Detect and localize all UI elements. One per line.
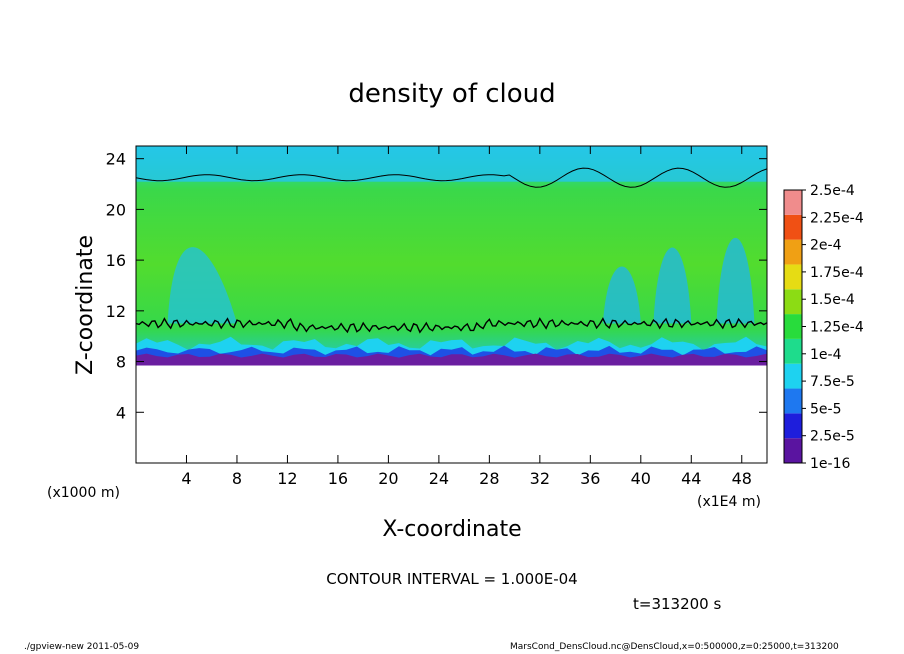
contour-interval-text: CONTOUR INTERVAL = 1.000E-04	[326, 570, 577, 588]
x-unit-left: (x1000 m)	[47, 485, 120, 501]
colorbar-swatch	[784, 239, 802, 265]
contour-upper	[136, 167, 767, 188]
y-tick-label: 24	[106, 150, 126, 169]
footer-right: MarsCond_DensCloud.nc@DensCloud,x=0:5000…	[510, 642, 839, 652]
y-tick-label: 12	[106, 302, 126, 321]
y-tick-label: 20	[106, 200, 126, 219]
colorbar-swatch	[784, 264, 802, 290]
x-tick-label: 8	[232, 469, 242, 488]
purple-band	[136, 353, 767, 366]
colorbar-label: 2.5e-4	[810, 183, 855, 199]
colorbar-swatch	[784, 388, 802, 414]
colorbar-swatch	[784, 438, 802, 463]
x-tick-label: 44	[681, 469, 701, 488]
contour-lower	[136, 317, 767, 334]
density-field	[136, 146, 767, 366]
y-tick-label: 4	[116, 403, 126, 422]
plume-2	[653, 247, 692, 324]
colorbar-label: 5e-5	[810, 401, 841, 417]
x-axis-label: X-coordinate	[382, 517, 521, 542]
plume-left	[167, 247, 237, 324]
colorbar-label: 1.5e-4	[810, 292, 855, 308]
colorbar-label: 1.75e-4	[810, 265, 864, 281]
y-axis: 4 8 12 16 20 24	[106, 150, 767, 422]
colorbar-label: 1e-16	[810, 456, 850, 472]
colorbar-swatch	[784, 190, 802, 215]
colorbar-label: 2.25e-4	[810, 210, 864, 226]
colorbar-label: 7.5e-5	[810, 374, 855, 390]
x-tick-label: 12	[277, 469, 297, 488]
plume-3	[716, 237, 755, 324]
x-tick-label: 32	[530, 469, 550, 488]
x-tick-label: 20	[378, 469, 398, 488]
x-tick-label: 48	[732, 469, 752, 488]
colorbar-label: 1.25e-4	[810, 320, 864, 336]
colorbar-swatch	[784, 314, 802, 339]
colorbar: 1e-16 2.5e-5 5e-5 7.5e-5 1e-4 1.25e-4 1.5e-4 1.…	[783, 183, 864, 472]
chart-title: density of cloud	[348, 79, 555, 109]
x-tick-label: 40	[631, 469, 651, 488]
field-top-band	[136, 146, 767, 182]
colorbar-swatch	[784, 289, 802, 315]
x-axis: 4 8 12 16 20 24 28 32 36 40 44 48	[181, 146, 752, 488]
x-tick-label: 16	[328, 469, 348, 488]
footer-left: ./gpview-new 2011-05-09	[24, 642, 140, 652]
colorbar-swatch	[784, 214, 802, 240]
colorbar-label: 2e-4	[810, 238, 842, 254]
plume-1	[602, 266, 641, 324]
y-axis-label: Z-coordinate	[73, 235, 98, 375]
x-tick-label: 4	[181, 469, 191, 488]
y-tick-label: 8	[116, 353, 126, 372]
x-unit-right: (x1E4 m)	[697, 494, 761, 510]
time-label: t=313200 s	[633, 595, 721, 613]
y-tick-label: 16	[106, 251, 126, 270]
colorbar-swatch	[784, 413, 802, 439]
x-tick-label: 24	[429, 469, 449, 488]
colorbar-swatch	[784, 363, 802, 389]
colorbar-swatch	[784, 338, 802, 364]
plot-frame	[135, 145, 768, 464]
colorbar-label: 2.5e-5	[810, 429, 855, 445]
x-tick-label: 36	[580, 469, 600, 488]
colorbar-label: 1e-4	[810, 347, 842, 363]
x-tick-label: 28	[479, 469, 499, 488]
